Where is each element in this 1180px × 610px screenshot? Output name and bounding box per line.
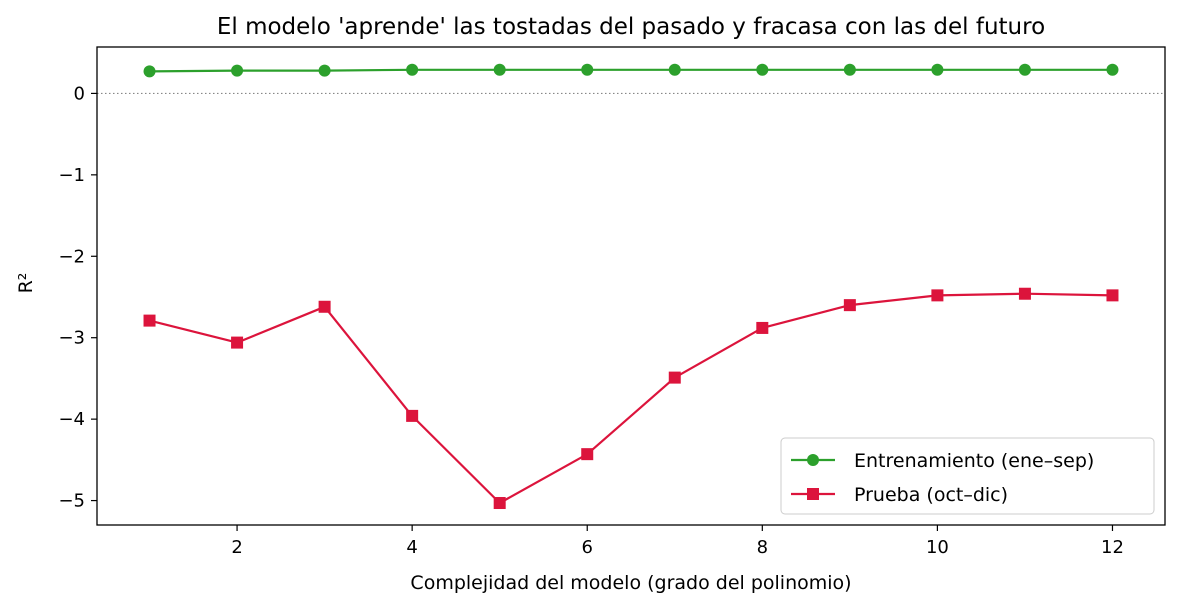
y-tick-label: −5	[58, 491, 85, 512]
series-line	[149, 68, 1113, 73]
series-2	[143, 287, 1119, 510]
legend-label: Entrenamiento (ene–sep)	[854, 450, 1094, 472]
y-tick-label: 0	[74, 83, 85, 104]
x-tick-label: 12	[1101, 537, 1124, 558]
data-point	[318, 64, 331, 77]
data-point	[493, 63, 506, 76]
data-point	[756, 63, 769, 76]
series-line	[149, 292, 1113, 505]
data-point	[1018, 287, 1031, 300]
legend-label: Prueba (oct–dic)	[854, 484, 1008, 506]
data-point	[143, 314, 156, 327]
series-layer	[143, 63, 1119, 510]
x-tick-label: 6	[582, 537, 593, 558]
x-tick-label: 2	[231, 537, 242, 558]
x-axis-label: Complejidad del modelo (grado del polino…	[410, 572, 851, 594]
data-point	[231, 64, 244, 77]
data-point	[843, 63, 856, 76]
data-point	[756, 321, 769, 334]
x-axis-ticks: 2 4 6 8 10 12	[231, 525, 1124, 558]
data-point	[581, 63, 594, 76]
x-tick-label: 8	[757, 537, 768, 558]
y-axis-ticks: 0 −1 −2 −3 −4 −5	[58, 83, 97, 512]
data-point	[493, 497, 506, 510]
data-point	[581, 448, 594, 461]
y-axis-label: R²	[15, 273, 37, 294]
series-1	[143, 63, 1119, 78]
legend-box	[780, 437, 1155, 515]
data-point	[931, 63, 944, 76]
legend: Entrenamiento (ene–sep) Prueba (oct–dic)	[780, 437, 1155, 515]
y-tick-label: −3	[58, 328, 85, 349]
x-tick-label: 10	[926, 537, 949, 558]
y-tick-label: −4	[58, 409, 85, 430]
legend-marker	[807, 454, 819, 466]
plot-area	[96, 46, 1166, 526]
legend-item: Prueba (oct–dic)	[791, 484, 1008, 506]
y-tick-label: −2	[58, 246, 85, 267]
data-point	[231, 336, 244, 349]
legend-marker	[807, 488, 819, 500]
x-tick-label: 4	[406, 537, 417, 558]
data-point	[406, 409, 419, 422]
data-point	[406, 63, 419, 76]
data-point	[318, 300, 331, 313]
data-point	[668, 63, 681, 76]
legend-item: Entrenamiento (ene–sep)	[791, 450, 1094, 472]
data-point	[1106, 289, 1119, 302]
y-tick-label: −1	[58, 165, 85, 186]
data-point	[1018, 63, 1031, 76]
chart-title: El modelo 'aprende' las tostadas del pas…	[217, 14, 1045, 40]
data-point	[1106, 63, 1119, 76]
plot-frame	[96, 46, 1166, 526]
data-point	[843, 299, 856, 312]
data-point	[931, 289, 944, 302]
data-point	[143, 65, 156, 78]
data-point	[668, 371, 681, 384]
